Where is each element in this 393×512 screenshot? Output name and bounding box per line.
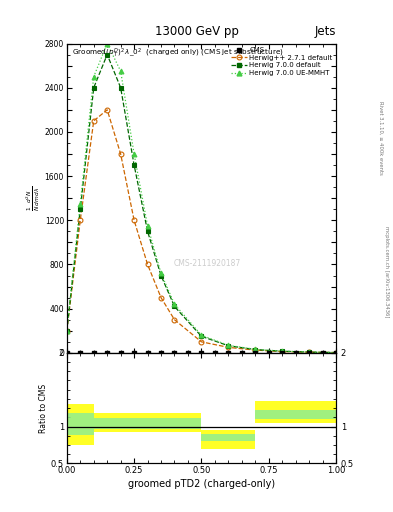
Bar xyxy=(67,404,94,445)
Y-axis label: Ratio to CMS: Ratio to CMS xyxy=(39,383,48,433)
Text: CMS-2111920187: CMS-2111920187 xyxy=(173,259,241,268)
Bar xyxy=(202,434,255,441)
Bar xyxy=(67,413,94,435)
Text: mcplots.cern.ch [arXiv:1306.3436]: mcplots.cern.ch [arXiv:1306.3436] xyxy=(384,226,389,317)
Bar xyxy=(94,413,202,433)
Legend: CMS, Herwig++ 2.7.1 default, Herwig 7.0.0 default, Herwig 7.0.0 UE-MMHT: CMS, Herwig++ 2.7.1 default, Herwig 7.0.… xyxy=(230,46,334,78)
Bar xyxy=(94,418,202,430)
Text: Groomed$(p_T^D)^2\,\lambda\_0^2$  (charged only) (CMS jet substructure): Groomed$(p_T^D)^2\,\lambda\_0^2$ (charge… xyxy=(72,47,284,60)
Bar xyxy=(255,410,336,419)
Y-axis label: $\frac{1}{N}\frac{d^2N}{dm\,d\lambda}$: $\frac{1}{N}\frac{d^2N}{dm\,d\lambda}$ xyxy=(24,186,42,211)
Bar xyxy=(255,401,336,423)
X-axis label: groomed pTD2 (charged-only): groomed pTD2 (charged-only) xyxy=(128,479,275,489)
Text: Rivet 3.1.10, ≥ 400k events: Rivet 3.1.10, ≥ 400k events xyxy=(378,101,383,175)
Bar xyxy=(202,430,255,449)
Text: 13000 GeV pp: 13000 GeV pp xyxy=(154,26,239,38)
Text: Jets: Jets xyxy=(314,26,336,38)
